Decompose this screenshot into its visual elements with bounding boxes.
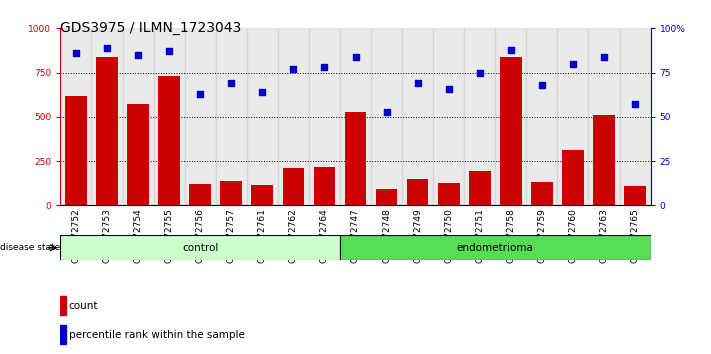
Bar	[65, 96, 87, 205]
Point	[225, 80, 237, 86]
Bar	[407, 179, 429, 205]
Point	[505, 47, 516, 52]
Bar	[589, 28, 619, 205]
Bar	[496, 28, 526, 205]
Point	[629, 102, 641, 107]
Point	[474, 70, 486, 75]
Bar	[469, 171, 491, 205]
Point	[412, 80, 423, 86]
Text: count: count	[69, 301, 98, 311]
Bar	[185, 28, 215, 205]
Bar	[282, 168, 304, 205]
Point	[443, 86, 454, 91]
Bar	[340, 28, 371, 205]
Bar	[154, 28, 185, 205]
Point	[132, 52, 144, 58]
Bar	[464, 28, 496, 205]
Bar	[60, 235, 340, 260]
Point	[164, 48, 175, 54]
Bar	[60, 296, 65, 315]
Bar	[500, 57, 522, 205]
Point	[598, 54, 609, 59]
Bar	[189, 184, 211, 205]
Text: endometrioma: endometrioma	[457, 243, 534, 253]
Bar	[96, 57, 118, 205]
Bar	[433, 28, 464, 205]
Bar	[619, 28, 651, 205]
Point	[381, 109, 392, 114]
Bar	[314, 167, 336, 205]
Bar	[92, 28, 122, 205]
Point	[102, 45, 113, 51]
Bar	[340, 235, 651, 260]
Point	[350, 54, 361, 59]
Bar	[526, 28, 557, 205]
Bar	[247, 28, 278, 205]
Point	[567, 61, 579, 67]
Bar	[371, 28, 402, 205]
Bar	[127, 104, 149, 205]
Bar	[402, 28, 433, 205]
Point	[288, 66, 299, 72]
Point	[257, 89, 268, 95]
Bar	[278, 28, 309, 205]
Bar	[438, 183, 459, 205]
Bar	[345, 112, 366, 205]
Bar	[531, 182, 552, 205]
Bar	[215, 28, 247, 205]
Text: control: control	[182, 243, 218, 253]
Text: percentile rank within the sample: percentile rank within the sample	[69, 330, 245, 339]
Point	[536, 82, 547, 88]
Text: GDS3975 / ILMN_1723043: GDS3975 / ILMN_1723043	[60, 21, 242, 35]
Bar	[309, 28, 340, 205]
Bar	[159, 76, 180, 205]
Point	[319, 64, 330, 70]
Point	[70, 50, 82, 56]
Bar	[562, 149, 584, 205]
Bar	[252, 185, 273, 205]
Bar	[60, 28, 92, 205]
Point	[195, 91, 206, 97]
Bar	[375, 189, 397, 205]
Bar	[60, 325, 65, 344]
Bar	[624, 186, 646, 205]
Bar	[220, 181, 242, 205]
Bar	[557, 28, 589, 205]
Bar	[593, 115, 615, 205]
Bar	[122, 28, 154, 205]
Text: disease state: disease state	[0, 243, 60, 252]
